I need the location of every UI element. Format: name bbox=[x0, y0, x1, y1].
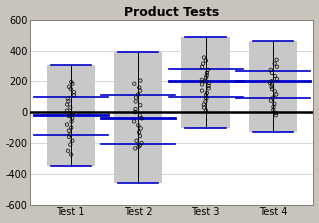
Point bbox=[133, 96, 138, 99]
Point bbox=[138, 127, 143, 130]
Point bbox=[204, 97, 209, 100]
Point bbox=[199, 89, 204, 92]
Point bbox=[204, 91, 209, 95]
FancyBboxPatch shape bbox=[181, 37, 230, 128]
Point bbox=[206, 87, 211, 90]
Point bbox=[204, 76, 209, 79]
Point bbox=[139, 117, 145, 120]
Point bbox=[274, 111, 279, 115]
Point bbox=[204, 71, 209, 75]
FancyBboxPatch shape bbox=[114, 52, 162, 183]
Point bbox=[273, 114, 278, 117]
Point bbox=[136, 145, 141, 149]
Point bbox=[70, 113, 75, 116]
Point bbox=[68, 111, 73, 115]
Point bbox=[133, 147, 138, 150]
Point bbox=[201, 106, 206, 109]
Point bbox=[137, 144, 143, 147]
Point bbox=[272, 102, 277, 105]
Point bbox=[67, 85, 72, 89]
Point bbox=[65, 149, 70, 153]
Point bbox=[271, 108, 276, 112]
Point bbox=[70, 82, 75, 85]
Point bbox=[271, 105, 276, 109]
Point bbox=[269, 80, 274, 83]
Point bbox=[68, 106, 73, 109]
Point bbox=[201, 103, 206, 106]
Point bbox=[68, 133, 73, 136]
Point bbox=[133, 100, 138, 103]
Point bbox=[203, 59, 208, 62]
Point bbox=[137, 89, 143, 92]
Point bbox=[133, 107, 138, 111]
Point bbox=[68, 87, 73, 91]
Point bbox=[203, 100, 208, 103]
Point bbox=[137, 86, 142, 89]
Point bbox=[138, 79, 143, 82]
Point bbox=[268, 81, 273, 85]
Point bbox=[132, 82, 137, 85]
Point bbox=[132, 120, 137, 123]
Point bbox=[269, 85, 274, 89]
Point bbox=[201, 62, 206, 65]
Point bbox=[270, 83, 275, 86]
Point bbox=[204, 93, 209, 97]
Point bbox=[65, 103, 70, 106]
Point bbox=[201, 56, 206, 59]
Point bbox=[64, 123, 70, 126]
Point bbox=[137, 114, 142, 117]
Point bbox=[199, 83, 204, 86]
Point bbox=[269, 87, 274, 91]
Point bbox=[206, 84, 211, 88]
Point bbox=[204, 109, 209, 112]
Point bbox=[207, 81, 212, 85]
Point bbox=[132, 110, 137, 114]
Point bbox=[69, 153, 74, 156]
Point bbox=[199, 78, 204, 82]
FancyBboxPatch shape bbox=[47, 65, 95, 166]
Point bbox=[71, 90, 77, 94]
Point bbox=[271, 96, 276, 99]
Point bbox=[69, 126, 74, 129]
Point bbox=[268, 68, 273, 72]
Point bbox=[137, 134, 143, 138]
Point bbox=[137, 130, 142, 134]
Point bbox=[269, 71, 274, 75]
Point bbox=[268, 99, 273, 102]
Point bbox=[200, 65, 205, 68]
Point bbox=[205, 68, 211, 72]
Point bbox=[64, 109, 70, 112]
Point bbox=[70, 117, 75, 120]
Point bbox=[274, 93, 279, 96]
Point bbox=[272, 62, 277, 65]
Point bbox=[202, 80, 207, 83]
Point bbox=[70, 139, 75, 142]
Point bbox=[69, 120, 74, 123]
Point bbox=[134, 139, 139, 142]
Point bbox=[272, 90, 277, 93]
Point bbox=[274, 58, 279, 62]
Point bbox=[66, 100, 71, 103]
Point bbox=[274, 77, 279, 81]
Title: Product Tests: Product Tests bbox=[124, 6, 219, 19]
Point bbox=[66, 114, 71, 118]
Point bbox=[136, 124, 141, 127]
Point bbox=[204, 73, 209, 77]
Point bbox=[139, 141, 144, 145]
Point bbox=[65, 97, 70, 100]
Point bbox=[68, 143, 73, 146]
Point bbox=[66, 135, 71, 139]
Point bbox=[66, 129, 71, 132]
Point bbox=[272, 74, 278, 78]
Point bbox=[136, 93, 141, 96]
Point bbox=[71, 93, 77, 97]
Point bbox=[69, 80, 74, 84]
Point bbox=[274, 65, 279, 68]
Point bbox=[138, 103, 143, 107]
FancyBboxPatch shape bbox=[249, 41, 297, 132]
